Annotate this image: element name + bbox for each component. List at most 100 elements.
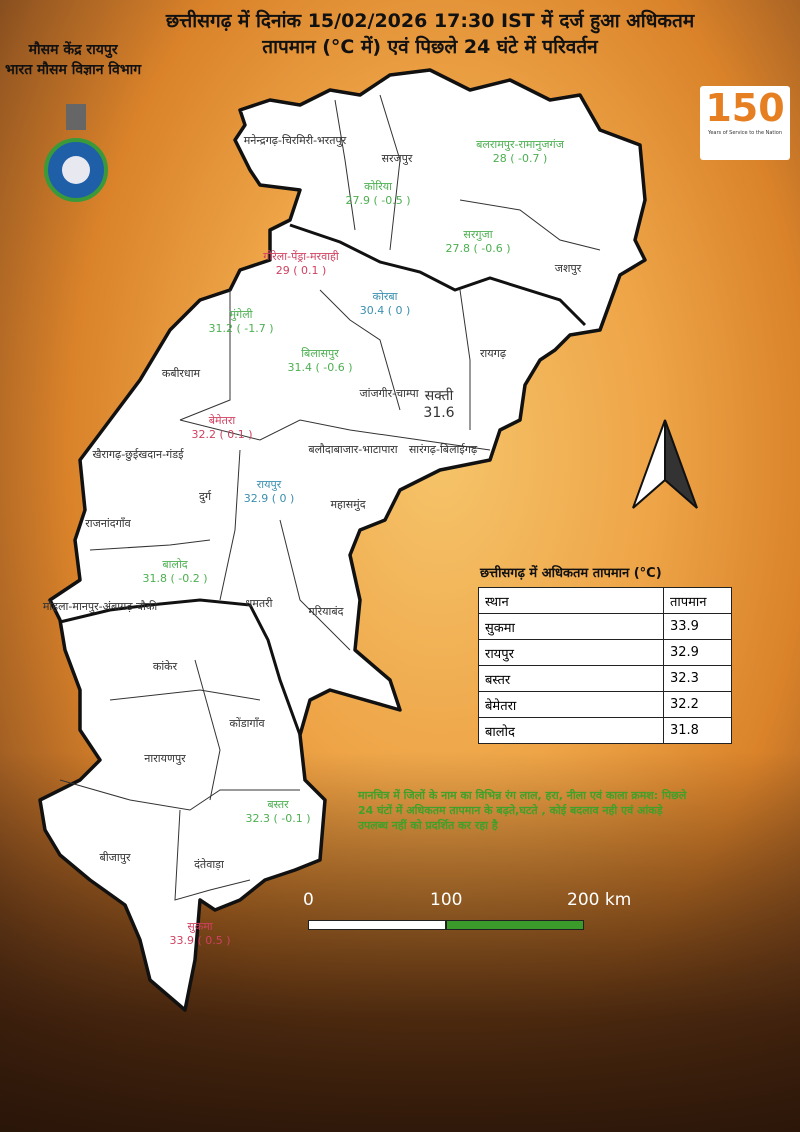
district-label: सुकमा 33.9 ( 0.5 ) bbox=[169, 920, 230, 948]
district-label: महासमुंद bbox=[330, 498, 365, 512]
150-years-logo: 150 Years of Service to the Nation bbox=[700, 86, 790, 160]
district-label: नारायणपुर bbox=[144, 752, 185, 766]
district-label: कोंडागाँव bbox=[229, 717, 264, 731]
scale-label-200: 200 km bbox=[567, 890, 632, 910]
max-temp-table: स्थान तापमान सुकमा 33.9 रायपुर 32.9 बस्तर 32… bbox=[478, 587, 732, 744]
district-label: बलौदाबाजार-भाटापारा bbox=[308, 443, 397, 457]
district-boundary bbox=[219, 449, 241, 601]
district-temp: 31.4 ( -0.6 ) bbox=[287, 361, 353, 374]
district-boundary bbox=[109, 689, 261, 701]
district-temp: 28 ( -0.7 ) bbox=[492, 152, 548, 165]
division-boundary-south bbox=[59, 598, 302, 736]
district-temp: 32.2 ( 0.1 ) bbox=[191, 428, 253, 441]
district-name: गौरेला-पेंड्रा-मरवाही bbox=[263, 250, 339, 263]
district-label: मनेन्द्रगढ़-चिरमिरी-भरतपुर bbox=[244, 134, 347, 148]
district-label: सक्ती 31.6 bbox=[423, 388, 454, 422]
district-name: मनेन्द्रगढ़-चिरमिरी-भरतपुर bbox=[243, 134, 347, 147]
scale-bar-segment-1 bbox=[308, 920, 446, 930]
district-boundary bbox=[179, 419, 491, 451]
district-label: बस्तर 32.3 ( -0.1 ) bbox=[245, 798, 310, 826]
district-label: बालोद 31.8 ( -0.2 ) bbox=[142, 558, 207, 586]
district-name: कोंडागाँव bbox=[229, 717, 265, 730]
district-temp: 31.2 ( -1.7 ) bbox=[208, 322, 274, 335]
district-name: बिलासपुर bbox=[301, 347, 339, 360]
district-label: गरियाबंद bbox=[309, 605, 344, 619]
district-name: नारायणपुर bbox=[144, 752, 186, 765]
org-line-2: भारत मौसम विज्ञान विभाग bbox=[5, 62, 142, 78]
division-boundary-north bbox=[289, 223, 587, 327]
district-label: जांजगीर-चाम्पा bbox=[359, 387, 418, 401]
district-label: राजनांदगाँव bbox=[85, 517, 130, 531]
district-label: बेमेतरा 32.2 ( 0.1 ) bbox=[191, 414, 252, 442]
table-header-row: स्थान तापमान bbox=[478, 587, 732, 614]
district-boundary bbox=[89, 539, 211, 551]
table-row: रायपुर 32.9 bbox=[478, 639, 732, 666]
district-temp: 31.6 bbox=[423, 405, 455, 421]
district-name: बलरामपुर-रामानुजगंज bbox=[476, 138, 564, 151]
district-temp: 32.9 ( 0 ) bbox=[243, 492, 295, 505]
district-temp: 30.4 ( 0 ) bbox=[359, 304, 411, 317]
district-label: बिलासपुर 31.4 ( -0.6 ) bbox=[287, 347, 352, 375]
district-label: दुर्ग bbox=[199, 490, 211, 504]
district-boundary bbox=[379, 94, 401, 251]
district-boundary bbox=[179, 290, 231, 421]
district-label: गौरेला-पेंड्रा-मरवाही 29 ( 0.1 ) bbox=[263, 250, 339, 278]
district-label: बलरामपुर-रामानुजगंज 28 ( -0.7 ) bbox=[476, 138, 564, 166]
district-label: दंतेवाड़ा bbox=[194, 858, 224, 872]
district-label: बीजापुर bbox=[100, 851, 131, 865]
table-row: बेमेतरा 32.2 bbox=[478, 691, 732, 718]
district-boundary bbox=[319, 289, 401, 411]
district-label: सारंगढ़-बिलाईगढ़ bbox=[409, 443, 477, 457]
organization: मौसम केंद्र रायपुर भारत मौसम विज्ञान विभ… bbox=[5, 40, 141, 80]
district-label: खैरागढ़-छुईखदान-गंडई bbox=[92, 448, 183, 462]
district-label: धमतरी bbox=[246, 597, 273, 611]
district-name: बेमेतरा bbox=[208, 414, 236, 427]
district-temp: 32.3 ( -0.1 ) bbox=[245, 812, 311, 825]
org-line-1: मौसम केंद्र रायपुर bbox=[28, 42, 118, 58]
place: बस्तर bbox=[478, 665, 664, 692]
district-name: जशपुर bbox=[554, 262, 582, 275]
district-name: बालोद bbox=[162, 558, 188, 571]
district-name: गरियाबंद bbox=[308, 605, 344, 618]
scale-label-0: 0 bbox=[303, 890, 314, 910]
district-name: रायगढ़ bbox=[479, 347, 507, 360]
header-temp: तापमान bbox=[663, 587, 732, 614]
map-title: छत्तीसगढ़ में दिनांक 15/02/2026 17:30 IS… bbox=[130, 8, 730, 60]
district-name: दुर्ग bbox=[198, 490, 212, 503]
title-line-1: छत्तीसगढ़ में दिनांक 15/02/2026 17:30 IS… bbox=[165, 10, 695, 32]
logo-number: 150 bbox=[705, 86, 785, 130]
district-name: जांजगीर-चाम्पा bbox=[359, 387, 419, 400]
district-label: रायगढ़ bbox=[480, 347, 506, 361]
district-name: कबीरधाम bbox=[161, 367, 201, 380]
district-temp: 27.8 ( -0.6 ) bbox=[445, 242, 511, 255]
district-temp: 29 ( 0.1 ) bbox=[275, 264, 327, 277]
district-name: राजनांदगाँव bbox=[85, 517, 131, 530]
district-name: खैरागढ़-छुईखदान-गंडई bbox=[92, 448, 184, 461]
district-name: कोरबा bbox=[372, 290, 398, 303]
district-name: सरगुजा bbox=[463, 228, 493, 241]
place: बालोद bbox=[478, 717, 664, 744]
color-legend-note: मानचित्र में जिलों के नाम का विभिन्न रंग… bbox=[358, 789, 687, 832]
district-boundary bbox=[334, 99, 356, 231]
temp: 32.3 bbox=[663, 665, 732, 692]
district-label: कोरिया 27.9 ( -0.5 ) bbox=[345, 180, 410, 208]
district-temp: 27.9 ( -0.5 ) bbox=[345, 194, 411, 207]
table-title: छत्तीसगढ़ में अधिकतम तापमान (°C) bbox=[480, 566, 662, 581]
district-boundary bbox=[174, 809, 251, 901]
district-boundary bbox=[59, 779, 300, 811]
place: रायपुर bbox=[478, 639, 664, 666]
district-label: कोरबा 30.4 ( 0 ) bbox=[360, 290, 411, 318]
district-name: सारंगढ़-बिलाईगढ़ bbox=[408, 443, 478, 456]
district-name: मोहला-मानपुर-अंबागढ़ चौकी bbox=[42, 600, 158, 613]
district-name: महासमुंद bbox=[330, 498, 366, 511]
district-label: रायपुर 32.9 ( 0 ) bbox=[244, 478, 295, 506]
district-name: कोरिया bbox=[364, 180, 392, 193]
district-name: बलौदाबाजार-भाटापारा bbox=[308, 443, 398, 456]
title-line-2: तापमान (°C में) एवं पिछले 24 घंटे में पर… bbox=[262, 36, 598, 58]
district-label: सरगुजा 27.8 ( -0.6 ) bbox=[445, 228, 510, 256]
district-boundary bbox=[459, 289, 471, 430]
imd-emblem-icon bbox=[44, 104, 108, 202]
scale-bar-segment-2 bbox=[446, 920, 584, 930]
north-arrow-icon bbox=[632, 419, 698, 509]
